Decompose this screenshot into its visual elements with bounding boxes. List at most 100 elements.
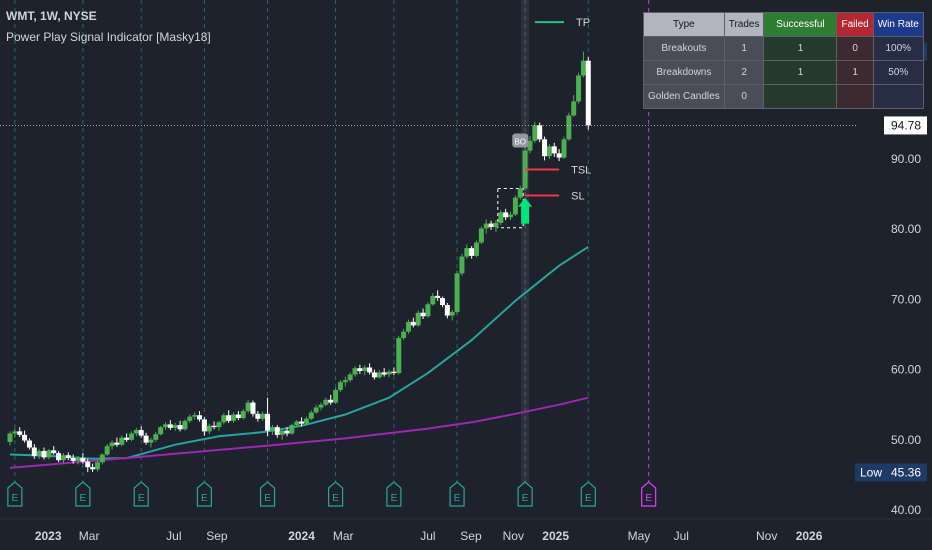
earnings-label: E	[12, 493, 19, 504]
candle-body	[289, 425, 295, 434]
candle-body	[104, 446, 110, 455]
candle-body	[163, 424, 169, 428]
moving-average-line	[9, 396, 589, 469]
stats-row-breakouts: Breakouts 1 1 0 100%	[643, 36, 924, 61]
candle-body	[420, 312, 426, 317]
signal-level-label: TSL	[571, 165, 591, 177]
candle-body	[488, 223, 494, 228]
candle-body	[143, 435, 149, 443]
candle-body	[566, 115, 572, 140]
candle-body	[206, 425, 212, 432]
candle-body	[94, 462, 100, 470]
earnings-label: E	[454, 493, 461, 504]
candle-body	[459, 256, 465, 274]
x-tick-label: 2023	[35, 529, 62, 543]
candle-body	[425, 304, 431, 317]
earnings-badge	[386, 481, 402, 507]
candle-body	[323, 399, 329, 405]
x-tick-label: Nov	[756, 529, 777, 543]
x-tick-label: Sep	[206, 529, 228, 543]
stats-cell: 0	[723, 84, 765, 109]
candle-body	[391, 371, 397, 374]
candle-body	[546, 146, 552, 157]
earnings-badge	[7, 481, 23, 507]
x-tick-label: Jul	[674, 529, 689, 543]
candle-body	[133, 429, 139, 434]
candle-body	[182, 420, 188, 430]
x-tick-label: Mar	[333, 529, 354, 543]
earnings-label: E	[201, 493, 208, 504]
signal-level-label: TP	[576, 17, 590, 29]
candle-body	[410, 321, 416, 326]
candle-body	[556, 153, 562, 158]
stats-cell: 1	[763, 60, 838, 85]
candle-body	[430, 295, 436, 305]
stats-cell: Breakouts	[643, 36, 725, 61]
earnings-marker-icon: E	[133, 481, 149, 507]
symbol-title: WMT, 1W, NYSE	[6, 9, 97, 23]
candle-body	[449, 312, 455, 316]
x-tick-label: Mar	[79, 529, 100, 543]
earnings-label: E	[522, 493, 529, 504]
candle-body	[235, 414, 241, 419]
price-label-name: Low	[860, 465, 882, 479]
candle-body	[328, 399, 334, 403]
header-win-rate: Win Rate	[872, 12, 924, 37]
candle-body	[435, 295, 441, 298]
earnings-label: E	[138, 493, 145, 504]
header-failed: Failed	[836, 12, 874, 37]
candle-body	[46, 450, 52, 458]
y-tick-label: 60.00	[891, 363, 921, 377]
earnings-badge	[133, 481, 149, 507]
candle-body	[70, 458, 76, 461]
candle-body	[396, 338, 402, 374]
candle-body	[318, 404, 324, 408]
candle-body	[12, 431, 18, 434]
earnings-label: E	[332, 493, 339, 504]
candle-body	[376, 372, 382, 378]
price-label-tag	[855, 463, 887, 482]
stats-row-golden-candles: Golden Candles 0	[643, 84, 924, 109]
earnings-marker-icon: E	[449, 481, 465, 507]
candle-body	[177, 425, 183, 430]
candle-body	[405, 321, 411, 332]
earnings-marker-icon: E	[386, 481, 402, 507]
consolidation-box	[497, 187, 524, 229]
candle-body	[313, 407, 319, 413]
candle-body	[342, 380, 348, 383]
stats-cell: 1	[836, 60, 874, 85]
x-tick-label: 2026	[796, 529, 823, 543]
stats-cell	[836, 84, 874, 109]
stats-cell: Breakdowns	[643, 60, 725, 85]
candle-body	[36, 451, 42, 456]
candle-body	[386, 371, 392, 375]
candle-body	[172, 425, 178, 428]
candle-body	[192, 415, 198, 417]
earnings-marker-icon: E	[327, 481, 344, 507]
candle-body	[357, 368, 363, 372]
earnings-marker-icon: E	[580, 481, 596, 507]
candle-body	[90, 467, 96, 470]
candle-body	[148, 439, 154, 443]
candle-body	[56, 453, 62, 461]
candle-body	[245, 402, 251, 412]
stats-cell: 1	[723, 36, 765, 61]
candle-body	[211, 425, 217, 428]
stats-row-breakdowns: Breakdowns 2 1 1 50%	[643, 60, 924, 85]
candle-body	[153, 434, 159, 440]
candle-body	[474, 242, 480, 256]
earnings-badge	[196, 481, 212, 507]
x-tick-label: Jul	[166, 529, 181, 543]
candle-body	[512, 197, 518, 215]
stats-table: Type Trades Successful Failed Win Rate B…	[643, 12, 924, 109]
earnings-label: E	[645, 493, 652, 504]
candle-body	[119, 437, 125, 445]
signal-level-label: SL	[571, 191, 584, 203]
candle-body	[279, 430, 285, 435]
stats-cell: 2	[723, 60, 765, 85]
candle-body	[381, 372, 387, 375]
annotation-badge	[512, 133, 529, 148]
earnings-badge	[327, 481, 344, 507]
candle-body	[274, 427, 280, 435]
